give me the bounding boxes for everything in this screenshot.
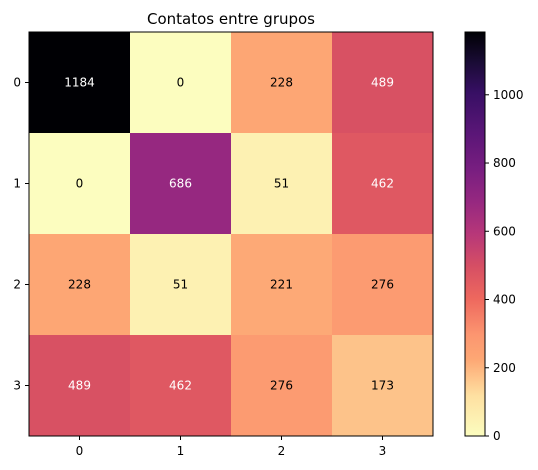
- y-axis-ticks: 0 1 2 3: [13, 76, 29, 393]
- cell-value-label: 276: [270, 379, 293, 393]
- heatmap-cell: [29, 133, 131, 235]
- cell-value-label: 173: [371, 379, 394, 393]
- heatmap-cell: [130, 335, 232, 437]
- y-tick-label: 2: [13, 278, 21, 292]
- heatmap-cell: [332, 133, 434, 235]
- heatmap-cell: [231, 335, 333, 437]
- cell-value-label: 686: [169, 177, 192, 191]
- cell-value-label: 221: [270, 278, 293, 292]
- heatmap-cell: [231, 234, 333, 336]
- colorbar-ticks: 0 200 400 600 800 1000: [485, 88, 524, 443]
- colorbar-tick-label: 400: [493, 293, 516, 307]
- y-tick-label: 1: [13, 177, 21, 191]
- colorbar-tick-label: 1000: [493, 88, 524, 102]
- heatmap-cell: [231, 32, 333, 134]
- cell-value-label: 276: [371, 278, 394, 292]
- heatmap-cell: [332, 234, 434, 336]
- chart-title: Contatos entre grupos: [147, 10, 315, 28]
- heatmap-cell: [130, 234, 232, 336]
- heatmap-cell: [29, 335, 131, 437]
- cell-value-label: 1184: [64, 76, 95, 90]
- colorbar-tick-label: 0: [493, 429, 501, 443]
- colorbar-tick-label: 800: [493, 156, 516, 170]
- heatmap-cell: [332, 335, 434, 437]
- x-tick-label: 2: [278, 444, 286, 458]
- cell-value-label: 0: [177, 76, 185, 90]
- cell-value-label: 489: [371, 76, 394, 90]
- y-tick-label: 3: [13, 379, 21, 393]
- colorbar-tick-label: 600: [493, 224, 516, 238]
- x-tick-label: 3: [379, 444, 387, 458]
- heatmap-cells: 1184 0 228 489 0 686 51 462 228 51 221 276 489 462 276…: [29, 32, 434, 437]
- x-axis-ticks: 0 1 2 3: [76, 436, 387, 458]
- heatmap-cell: [29, 32, 131, 134]
- heatmap-cell: [332, 32, 434, 134]
- cell-value-label: 462: [169, 379, 192, 393]
- cell-value-label: 228: [68, 278, 91, 292]
- cell-value-label: 51: [173, 278, 188, 292]
- cell-value-label: 51: [274, 177, 289, 191]
- plot-frame: [28, 31, 434, 437]
- cell-value-label: 462: [371, 177, 394, 191]
- cell-value-label: 228: [270, 76, 293, 90]
- heatmap-cell: [130, 32, 232, 134]
- x-tick-label: 0: [76, 444, 84, 458]
- heatmap-cell: [29, 234, 131, 336]
- colorbar-tick-label: 200: [493, 361, 516, 375]
- heatmap-cell: [130, 133, 232, 235]
- heatmap-cell: [231, 133, 333, 235]
- cell-value-label: 0: [76, 177, 84, 191]
- cell-value-label: 489: [68, 379, 91, 393]
- x-tick-label: 1: [177, 444, 185, 458]
- y-tick-label: 0: [13, 76, 21, 90]
- colorbar: [464, 31, 486, 437]
